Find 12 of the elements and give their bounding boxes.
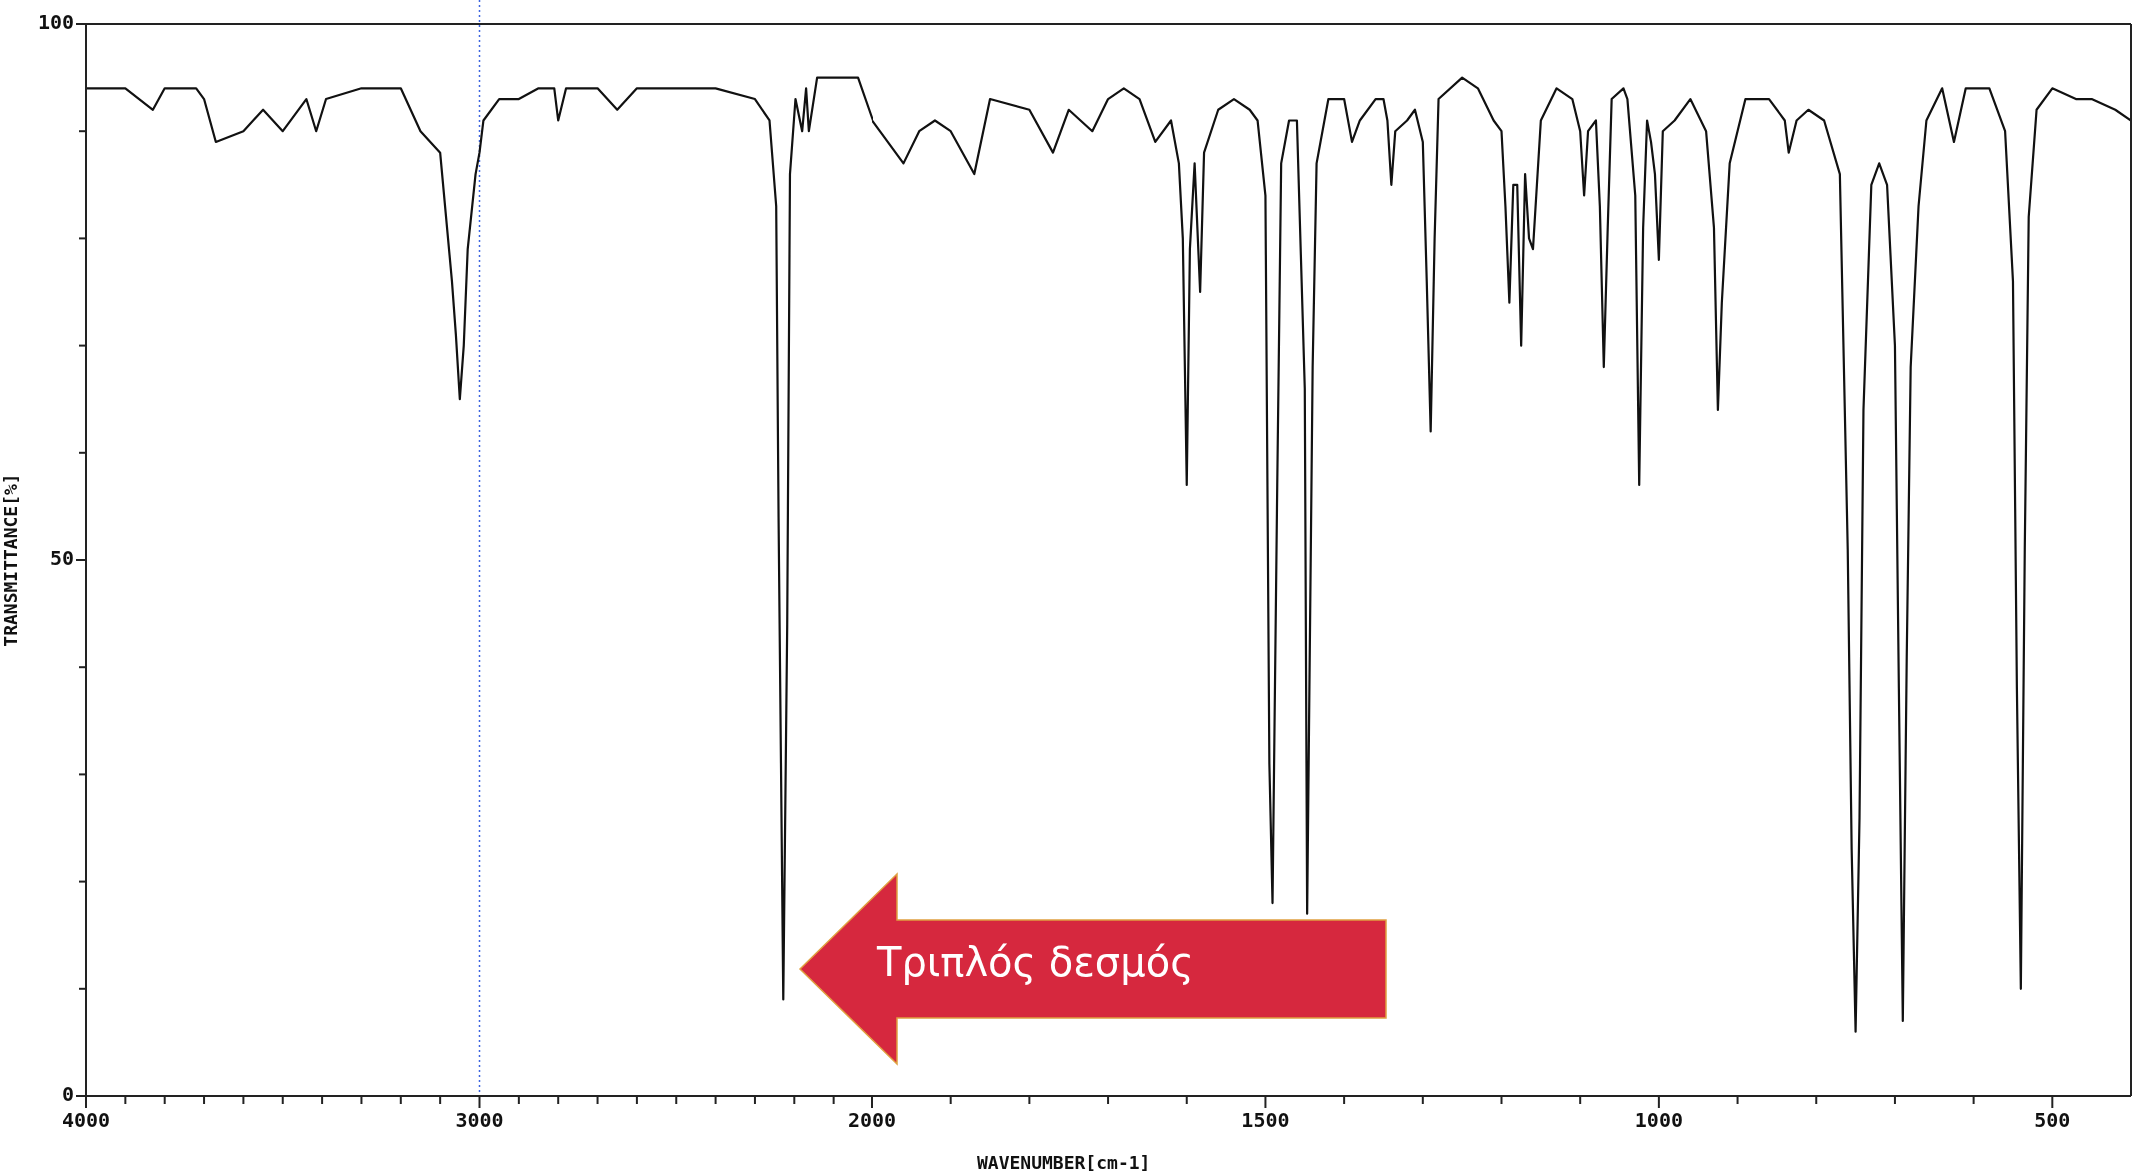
y-axis-title: TRANSMITTANCE[%] [0, 473, 22, 647]
annotation: Τριπλός δεσμός [877, 939, 1194, 985]
y-tick-label: 100 [37, 10, 74, 35]
y-tick-label: 50 [49, 546, 74, 571]
x-tick-label: 3000 [455, 1108, 504, 1133]
y-tick-label: 0 [61, 1082, 74, 1107]
x-tick-label: 500 [2034, 1108, 2071, 1133]
x-tick-label: 1500 [1241, 1108, 1290, 1133]
x-tick-label: 2000 [847, 1108, 897, 1133]
x-tick-label: 4000 [61, 1108, 111, 1133]
x-axis-title: WAVENUMBER[cm-1] [977, 1152, 1151, 1173]
x-tick-label: 1000 [1634, 1108, 1683, 1133]
